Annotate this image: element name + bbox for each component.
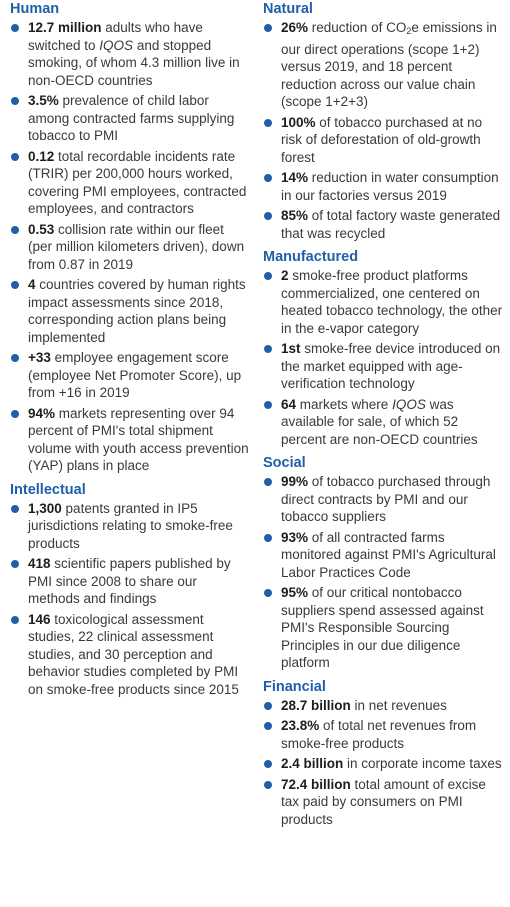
right-column: Natural 26% reduction of CO2e emissions … (263, 0, 506, 834)
bullet-dot-icon (264, 701, 272, 710)
list-item: 2.4 billion in corporate income taxes (263, 755, 506, 773)
list-item: +33 employee engagement score (employee … (10, 349, 250, 402)
list-item: 418 scientific papers published by PMI s… (10, 555, 250, 608)
bullet-dot-icon (11, 504, 19, 513)
list-item: 3.5% prevalence of child labor among con… (10, 92, 250, 145)
manufactured-list: 2 smoke-free product platforms commercia… (263, 267, 506, 448)
bullet-dot-icon (11, 24, 19, 32)
human-list: 12.7 million adults who have switched to… (10, 19, 250, 475)
section-heading-natural: Natural (263, 1, 313, 17)
intellectual-list: 1,300 patents granted in IP5 jurisdictio… (10, 500, 250, 699)
list-item: 146 toxicological assessment studies, 22… (10, 611, 250, 699)
bullet-dot-icon (264, 272, 272, 280)
list-item: 85% of total factory waste generated tha… (263, 207, 506, 242)
bullet-dot-icon (264, 24, 272, 32)
list-item: 100% of tobacco purchased at no risk of … (263, 114, 506, 167)
bullet-dot-icon (264, 722, 272, 730)
section-heading-manufactured: Manufactured (263, 249, 359, 265)
list-item: 23.8% of total net revenues from smoke-f… (263, 717, 506, 752)
section-heading-social: Social (263, 455, 306, 471)
bullet-dot-icon (11, 560, 19, 568)
list-item: 0.53 collision rate within our fleet (pe… (10, 221, 250, 274)
bullet-dot-icon (264, 760, 272, 768)
section-heading-human: Human (10, 1, 60, 17)
list-item: 94% markets representing over 94 percent… (10, 405, 250, 475)
list-item: 0.12 total recordable incidents rate (TR… (10, 148, 250, 218)
list-item: 14% reduction in water consumption in ou… (263, 169, 506, 204)
bullet-dot-icon (11, 409, 19, 418)
section-heading-intellectual: Intellectual (10, 481, 86, 498)
list-item: 1,300 patents granted in IP5 jurisdictio… (10, 500, 250, 553)
bullet-dot-icon (11, 97, 19, 105)
list-item: 1st smoke-free device introduced on the … (263, 340, 506, 393)
bullet-dot-icon (264, 478, 272, 486)
list-item: 72.4 billion total amount of excise tax … (263, 776, 506, 829)
bullet-dot-icon (264, 780, 272, 789)
list-item: 28.7 billion in net revenues (263, 697, 506, 715)
bullet-dot-icon (264, 118, 272, 127)
list-item: 12.7 million adults who have switched to… (10, 19, 250, 89)
list-item: 93% of all contracted farms monitored ag… (263, 529, 506, 582)
bullet-dot-icon (11, 152, 19, 161)
list-item: 4 countries covered by human rights impa… (10, 276, 250, 346)
bullet-dot-icon (264, 589, 272, 597)
financial-list: 28.7 billion in net revenues 23.8% of to… (263, 697, 506, 829)
bullet-dot-icon (11, 225, 19, 234)
bullet-dot-icon (264, 174, 272, 182)
list-item: 95% of our critical nontobacco suppliers… (263, 584, 506, 672)
social-list: 99% of tobacco purchased through direct … (263, 473, 506, 672)
list-item: 64 markets where IQOS was available for … (263, 396, 506, 449)
list-item: 26% reduction of CO2e emissions in our d… (263, 19, 506, 111)
list-item: 2 smoke-free product platforms commercia… (263, 267, 506, 337)
bullet-dot-icon (11, 615, 19, 624)
bullet-dot-icon (11, 354, 19, 362)
natural-list: 26% reduction of CO2e emissions in our d… (263, 19, 506, 242)
left-column: Human 12.7 million adults who have switc… (10, 0, 250, 704)
bullet-dot-icon (264, 345, 272, 353)
bullet-dot-icon (264, 533, 272, 542)
list-item: 99% of tobacco purchased through direct … (263, 473, 506, 526)
bullet-dot-icon (264, 400, 272, 409)
bullet-dot-icon (264, 212, 272, 220)
section-heading-financial: Financial (263, 678, 326, 695)
bullet-dot-icon (11, 281, 19, 289)
